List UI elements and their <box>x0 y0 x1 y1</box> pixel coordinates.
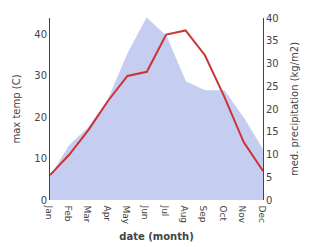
svg-text:Oct: Oct <box>218 206 228 222</box>
svg-text:Dec: Dec <box>257 206 267 223</box>
svg-text:25: 25 <box>266 81 279 92</box>
svg-text:40: 40 <box>266 13 279 24</box>
svg-text:5: 5 <box>266 172 272 183</box>
svg-text:Jul: Jul <box>160 205 170 217</box>
svg-text:date (month): date (month) <box>119 231 193 242</box>
svg-text:Feb: Feb <box>63 206 73 222</box>
svg-text:20: 20 <box>34 112 47 123</box>
svg-text:May: May <box>121 206 131 225</box>
svg-text:Nov: Nov <box>237 206 247 224</box>
svg-text:Jun: Jun <box>140 205 150 220</box>
svg-text:20: 20 <box>266 104 279 115</box>
svg-text:med. precipitation (kg/m2): med. precipitation (kg/m2) <box>289 42 300 176</box>
svg-text:0: 0 <box>41 195 47 206</box>
svg-text:max temp (C): max temp (C) <box>11 74 22 143</box>
svg-text:40: 40 <box>34 29 47 40</box>
svg-text:0: 0 <box>266 195 272 206</box>
svg-text:10: 10 <box>34 153 47 164</box>
svg-text:30: 30 <box>266 58 279 69</box>
svg-text:Apr: Apr <box>102 206 112 222</box>
svg-text:15: 15 <box>266 126 279 137</box>
svg-text:30: 30 <box>34 70 47 81</box>
svg-text:Mar: Mar <box>82 206 92 223</box>
svg-text:10: 10 <box>266 149 279 160</box>
svg-text:Sep: Sep <box>198 206 208 223</box>
svg-text:35: 35 <box>266 35 279 46</box>
svg-text:Aug: Aug <box>179 206 189 224</box>
svg-text:Jan: Jan <box>44 205 54 220</box>
